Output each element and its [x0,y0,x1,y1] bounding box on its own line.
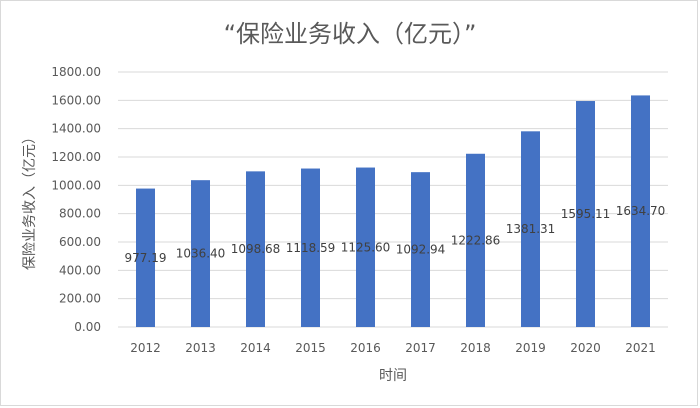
data-labels: 977.19 1036.40 1098.68 1118.59 1125.60 1092.9… [125,204,666,265]
y-tick-label: 400.00 [59,263,101,277]
chart-title: “保险业务收入（亿元）” [224,20,477,48]
data-label: 1634.70 [616,204,666,218]
data-label: 1381.31 [506,222,556,236]
data-label: 1098.68 [231,242,281,256]
y-tick-label: 1200.00 [51,150,101,164]
x-tick-label: 2019 [515,341,546,355]
data-label: 1036.40 [176,247,226,261]
x-tick-label: 2012 [130,341,161,355]
y-tick-label: 600.00 [59,235,101,249]
bar [411,172,430,327]
bar [191,180,210,327]
data-label: 1595.11 [561,207,611,221]
x-tick-label: 2016 [350,341,381,355]
data-label: 977.19 [125,251,167,265]
bar [301,168,320,327]
x-axis-title: 时间 [379,368,407,384]
x-tick-label: 2020 [570,341,601,355]
bar [246,171,265,327]
y-tick-label: 0.00 [74,320,101,334]
data-label: 1125.60 [341,240,391,254]
bars [136,95,650,327]
y-axis-title: 保险业务收入（亿元） [22,130,38,270]
bar [466,153,485,327]
bar [576,101,595,327]
x-axis-ticks: 2012 2013 2014 2015 2016 2017 2018 2019 2020 2021 [130,341,656,355]
bar [521,131,540,327]
bar [631,95,650,327]
x-tick-label: 2018 [460,341,491,355]
data-label: 1118.59 [286,241,336,255]
y-tick-label: 200.00 [59,292,101,306]
y-tick-label: 800.00 [59,207,101,221]
y-tick-label: 1000.00 [51,178,101,192]
bar [136,188,155,327]
data-label: 1092.94 [396,243,446,257]
data-label: 1222.86 [451,233,501,247]
x-tick-label: 2013 [185,341,216,355]
x-tick-label: 2014 [240,341,271,355]
bar [356,167,375,327]
y-tick-label: 1400.00 [51,122,101,136]
y-tick-label: 1800.00 [51,65,101,79]
y-tick-label: 1600.00 [51,93,101,107]
x-tick-label: 2015 [295,341,326,355]
x-tick-label: 2017 [405,341,436,355]
y-axis-ticks: 0.00 200.00 400.00 600.00 800.00 1000.00 1200.… [51,65,101,334]
x-tick-label: 2021 [625,341,656,355]
